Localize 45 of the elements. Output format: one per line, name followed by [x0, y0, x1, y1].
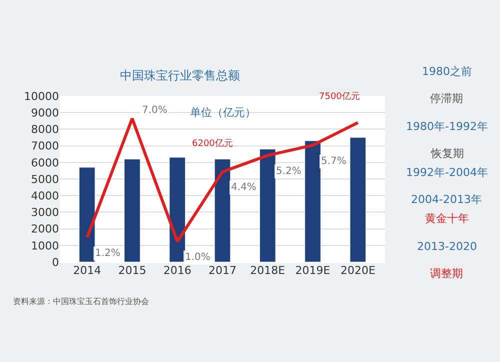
bar	[214, 158, 231, 262]
bar	[78, 167, 96, 262]
text: 调整期	[430, 267, 463, 280]
data-label: 5.2%	[276, 166, 302, 177]
y-tick-label: 2000	[31, 222, 59, 236]
bar	[350, 137, 366, 262]
text: 1980之前	[422, 65, 472, 78]
text: 单位（亿元）	[190, 106, 256, 119]
text: 1980年-1992年	[406, 120, 488, 133]
y-tick-label: 1000	[31, 239, 59, 252]
x-tick-label: 2015	[118, 264, 146, 277]
text: 黄金十年	[425, 212, 469, 225]
x-tick-label: 2019E	[295, 264, 330, 277]
text: 2004-2013年	[411, 193, 482, 206]
text: 2013-2020	[417, 240, 477, 253]
y-tick-label: 7000	[31, 140, 59, 153]
y-tick-label: 3000	[31, 206, 59, 220]
data-label: 4.4%	[231, 182, 256, 193]
x-tick-label: 2017	[208, 264, 236, 277]
x-tick-label: 2014	[73, 264, 102, 277]
data-label: 5.7%	[321, 156, 346, 167]
data-label: 1.0%	[185, 252, 210, 263]
y-tick-label: 5000	[31, 172, 59, 186]
text: 恢复期	[430, 147, 464, 160]
bar	[259, 148, 276, 262]
text: 停滞期	[430, 92, 463, 105]
data-label: 1.2%	[95, 248, 120, 259]
text: 资料来源：中国珠宝玉石首饰行业协会	[13, 297, 149, 306]
y-tick-label: 10000	[24, 90, 59, 103]
bar	[169, 157, 186, 262]
annotation: 6200亿元	[192, 138, 233, 149]
y-tick-label: 9000	[31, 106, 59, 120]
y-tick-label: 4000	[31, 189, 59, 202]
x-tick-label: 2016	[163, 264, 192, 277]
text: 1992年-2004年	[406, 166, 488, 179]
x-tick-label: 2020E	[340, 264, 376, 277]
y-tick-label: 0	[52, 256, 59, 269]
bar	[124, 158, 140, 262]
bar	[304, 140, 321, 262]
annotation: 7500亿元	[319, 91, 360, 102]
chart-title: 中国珠宝行业零售总额	[120, 68, 240, 83]
y-tick-label: 8000	[31, 123, 59, 136]
y-tick-label: 6000	[31, 156, 59, 170]
data-label: 7.0%	[142, 105, 168, 116]
x-tick-label: 2018E	[250, 264, 286, 277]
